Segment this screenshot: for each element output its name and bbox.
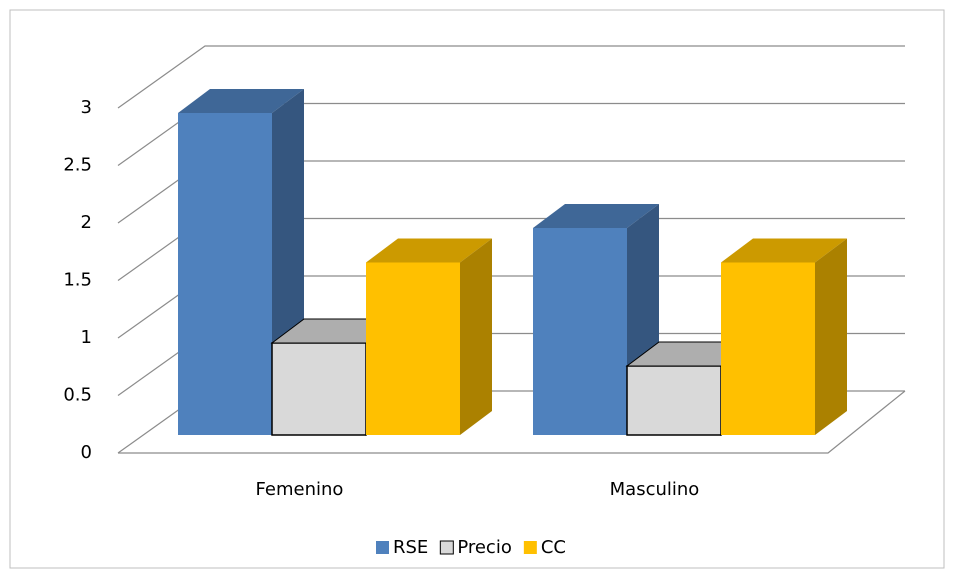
bar-side [460, 238, 492, 435]
y-tick-label: 0.5 [63, 385, 92, 406]
bar [721, 238, 847, 435]
legend-label: CC [541, 537, 566, 558]
y-tick-label: 1.5 [63, 270, 92, 291]
grid-line [117, 45, 905, 109]
floor-edge [118, 390, 906, 454]
y-tick-label: 1 [81, 327, 92, 348]
legend-label: Precio [457, 537, 512, 558]
bar-front [178, 113, 272, 435]
y-tick-label: 2.5 [63, 155, 92, 176]
legend-swatch [523, 541, 537, 554]
bar-front [721, 262, 815, 435]
bar-top [533, 204, 659, 228]
bar-front [366, 262, 460, 435]
legend-label: RSE [393, 537, 428, 558]
bar-top [721, 238, 847, 263]
bar-top [366, 238, 492, 263]
bar [366, 238, 492, 435]
y-tick-label: 2 [81, 212, 92, 233]
y-tick-label: 0 [81, 442, 92, 463]
bar-top [178, 89, 304, 113]
bar-side [815, 238, 847, 435]
legend-swatch [376, 541, 389, 554]
x-tick-label: Masculino [610, 479, 700, 500]
x-tick-label: Femenino [256, 479, 344, 500]
bar-front [533, 228, 627, 435]
bar-front [626, 365, 722, 436]
legend-swatch [439, 540, 454, 555]
y-tick-label: 3 [81, 97, 92, 118]
bar-front [271, 342, 367, 436]
bar [533, 204, 659, 435]
